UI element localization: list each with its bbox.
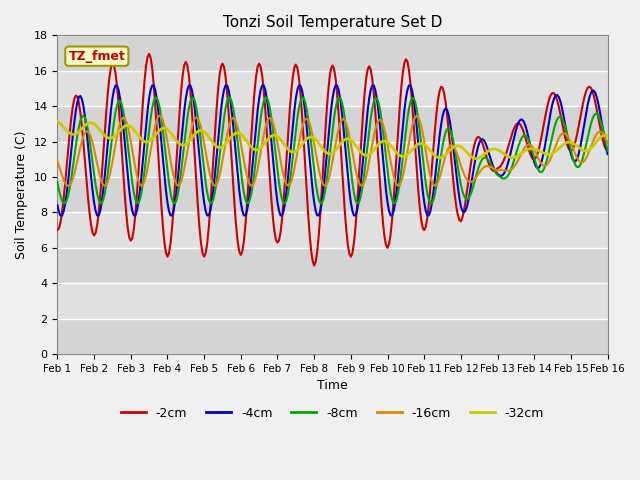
Bar — [58, 106, 607, 142]
Text: TZ_fmet: TZ_fmet — [68, 49, 125, 63]
Bar — [58, 71, 607, 106]
Title: Tonzi Soil Temperature Set D: Tonzi Soil Temperature Set D — [223, 15, 442, 30]
X-axis label: Time: Time — [317, 379, 348, 392]
Y-axis label: Soil Temperature (C): Soil Temperature (C) — [15, 131, 28, 259]
Bar — [58, 213, 607, 248]
Bar — [58, 319, 607, 354]
Bar — [58, 36, 607, 71]
Legend: -2cm, -4cm, -8cm, -16cm, -32cm: -2cm, -4cm, -8cm, -16cm, -32cm — [116, 402, 549, 425]
Bar — [58, 248, 607, 283]
Bar — [58, 177, 607, 213]
Bar — [58, 142, 607, 177]
Bar — [58, 283, 607, 319]
